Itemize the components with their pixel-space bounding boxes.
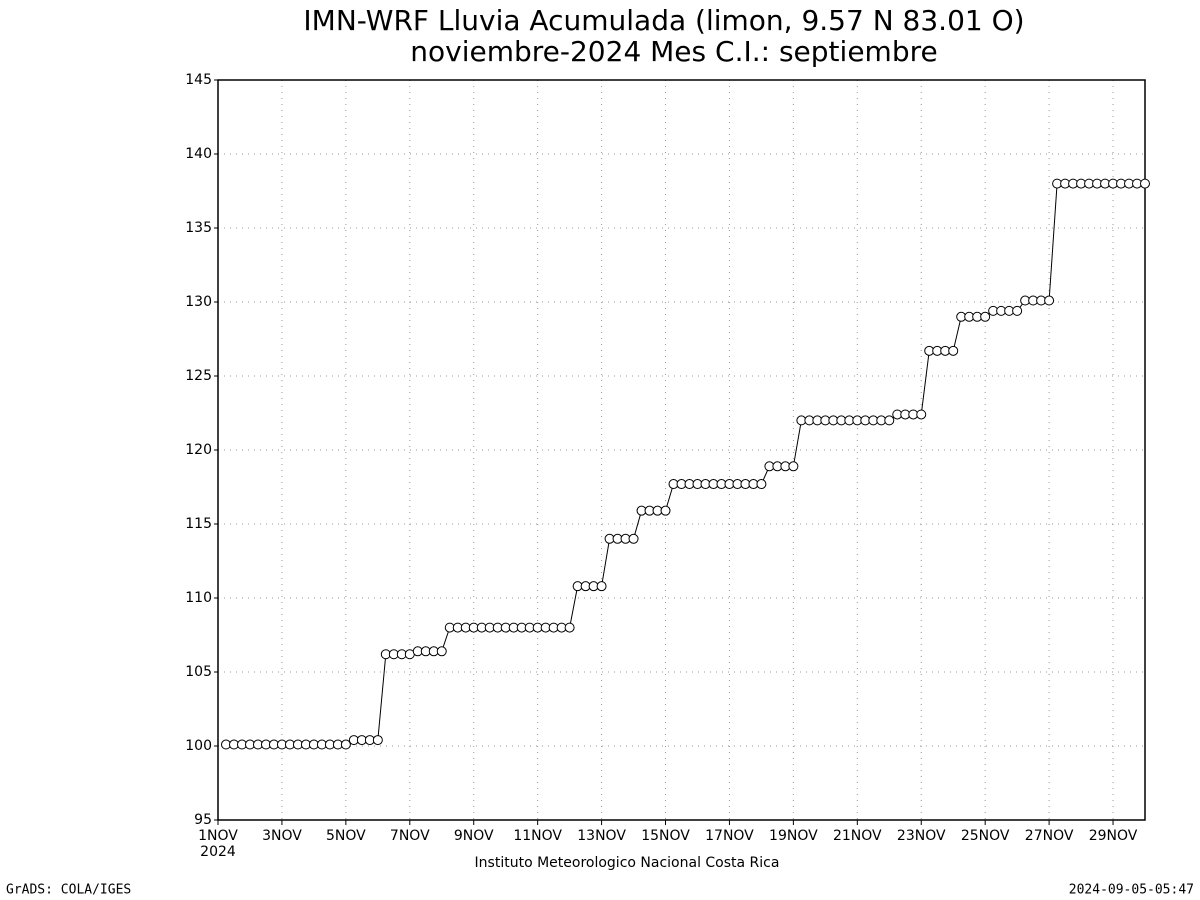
data-point xyxy=(788,461,799,472)
y-tick-label: 145 xyxy=(185,72,212,88)
y-tick-label: 95 xyxy=(194,812,212,828)
x-tick-label: 3NOV xyxy=(262,828,302,844)
x-tick-label: 29NOV xyxy=(1089,828,1138,844)
x-tick-label: 1NOV xyxy=(198,828,238,844)
x-tick-label: 23NOV xyxy=(897,828,946,844)
x-year: 2024 xyxy=(200,844,236,860)
plot-frame xyxy=(217,79,1146,821)
y-tick-label: 105 xyxy=(185,664,212,680)
x-tick-label: 9NOV xyxy=(454,828,494,844)
data-point xyxy=(980,311,991,322)
data-point xyxy=(884,415,895,426)
data-point xyxy=(948,345,959,356)
x-tick-label: 11NOV xyxy=(513,828,562,844)
x-tick-label: 25NOV xyxy=(961,828,1010,844)
data-point xyxy=(756,479,767,490)
y-tick-label: 130 xyxy=(185,294,212,310)
data-point xyxy=(564,622,575,633)
data-point xyxy=(1012,305,1023,316)
x-tick-label: 19NOV xyxy=(769,828,818,844)
x-tick-label: 27NOV xyxy=(1025,828,1074,844)
y-tick-label: 125 xyxy=(185,368,212,384)
x-tick-label: 7NOV xyxy=(390,828,430,844)
y-tick-label: 120 xyxy=(185,442,212,458)
y-tick-label: 115 xyxy=(185,516,212,532)
y-tick-label: 135 xyxy=(185,220,212,236)
x-tick-label: 21NOV xyxy=(833,828,882,844)
y-tick-label: 100 xyxy=(185,738,212,754)
data-point xyxy=(628,533,639,544)
credit: Instituto Meteorologico Nacional Costa R… xyxy=(475,855,780,871)
x-tick-label: 5NOV xyxy=(326,828,366,844)
chart-subtitle: noviembre-2024 Mes C.I.: septiembre xyxy=(410,35,937,68)
timestamp: 2024-09-05-05:47 xyxy=(1069,883,1194,898)
data-point xyxy=(660,505,671,516)
data-line xyxy=(225,183,1145,746)
data-point xyxy=(916,409,927,420)
data-point xyxy=(340,739,351,750)
data-point xyxy=(1140,178,1150,189)
x-tick-label: 17NOV xyxy=(705,828,754,844)
y-tick-label: 110 xyxy=(185,590,212,606)
software: GrADS: COLA/IGES xyxy=(6,883,131,898)
chart-title: IMN-WRF Lluvia Acumulada (limon, 9.57 N … xyxy=(303,4,1024,37)
y-tick-label: 140 xyxy=(185,146,212,162)
data-point xyxy=(596,581,607,592)
data-point xyxy=(436,646,447,657)
data-point xyxy=(372,735,383,746)
x-tick-label: 15NOV xyxy=(641,828,690,844)
data-point xyxy=(1044,295,1055,306)
x-tick-label: 13NOV xyxy=(577,828,626,844)
